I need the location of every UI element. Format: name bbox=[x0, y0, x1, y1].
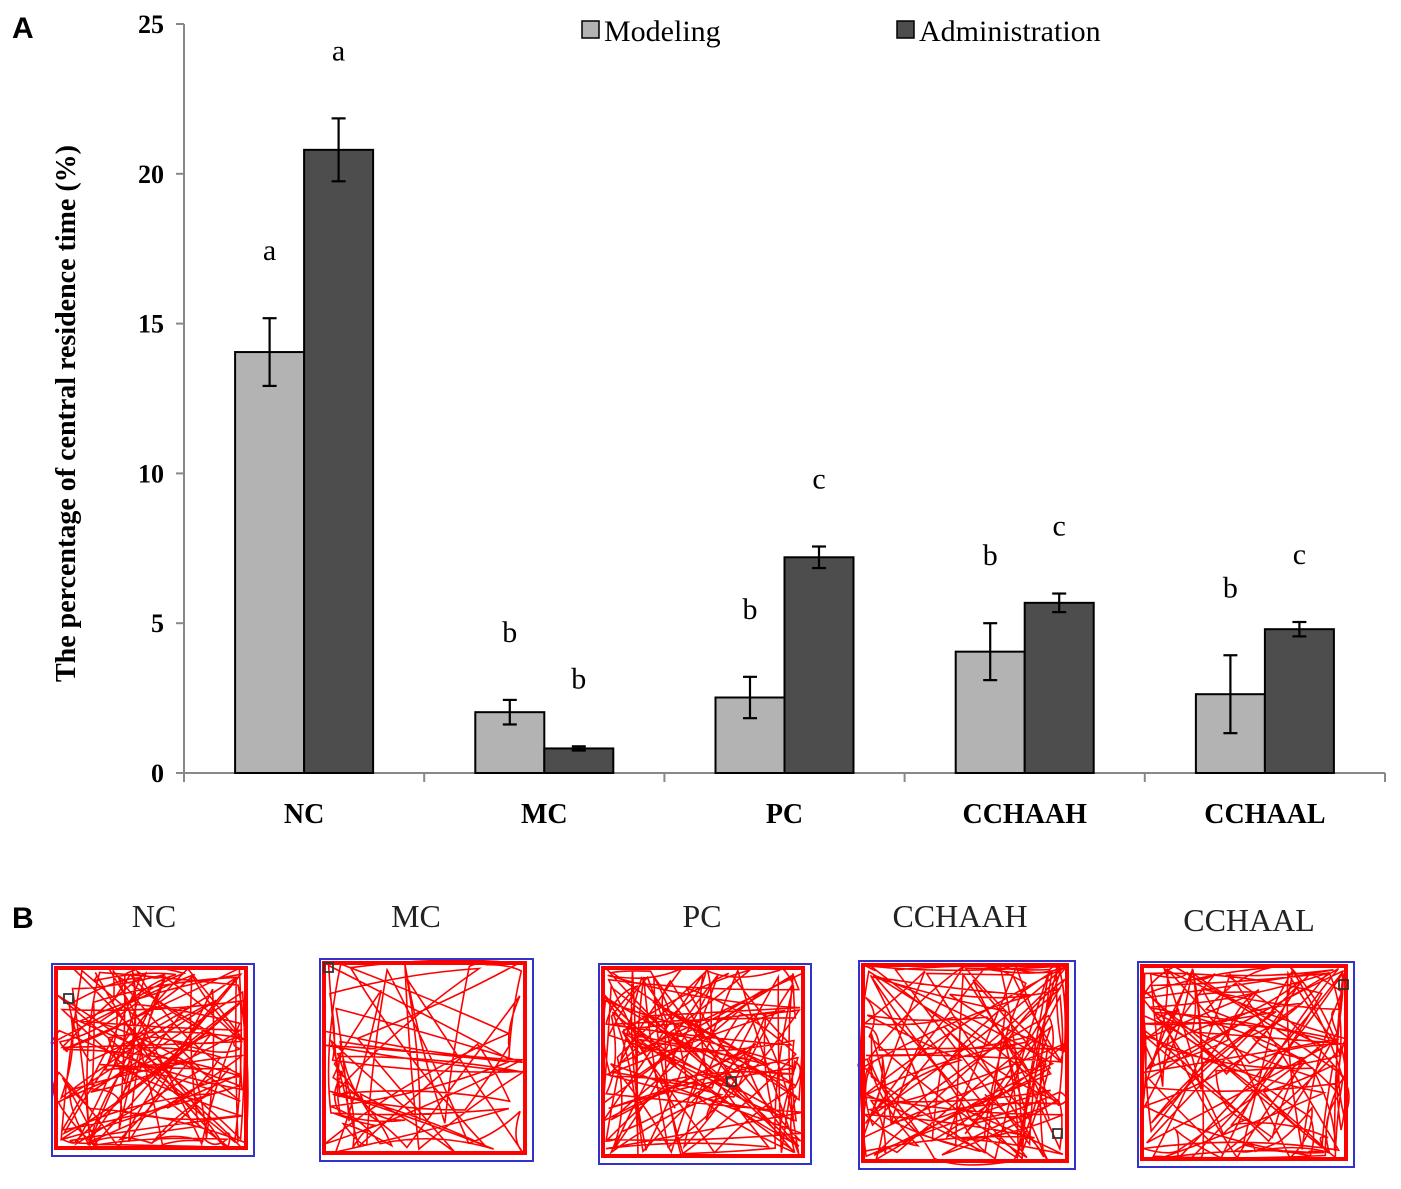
bar-administration-pc bbox=[783, 556, 855, 775]
start-marker bbox=[323, 962, 334, 973]
movement-track-pc bbox=[598, 963, 812, 1165]
track-title-pc: PC bbox=[682, 898, 722, 934]
significance-letter: c bbox=[1293, 538, 1306, 571]
start-marker bbox=[726, 1076, 737, 1087]
track-path bbox=[1140, 965, 1350, 1162]
track-wall-trace bbox=[861, 963, 1069, 1163]
significance-letter: b bbox=[1223, 571, 1238, 604]
significance-letter: a bbox=[332, 34, 345, 67]
arena-border bbox=[51, 963, 255, 1157]
bar-administration-cchaal bbox=[1263, 628, 1335, 775]
significance-letter: b bbox=[983, 539, 998, 572]
x-tick-label: CCHAAL bbox=[1204, 799, 1325, 830]
y-tick-label: 20 bbox=[138, 160, 164, 189]
movement-track-mc bbox=[319, 958, 534, 1162]
start-marker bbox=[1052, 1128, 1063, 1139]
track-path bbox=[857, 963, 1068, 1166]
bar-administration-cchaah bbox=[1023, 601, 1095, 775]
track-wall-trace bbox=[1140, 964, 1348, 1161]
legend-swatch-modeling bbox=[581, 20, 600, 39]
x-tick-label: NC bbox=[284, 799, 324, 830]
movement-track-cchaah bbox=[857, 960, 1076, 1170]
track-title-nc: NC bbox=[131, 898, 177, 934]
track-path bbox=[602, 967, 804, 1157]
track-wall-trace bbox=[54, 966, 248, 1150]
significance-letter: b bbox=[571, 662, 586, 695]
panel-b-label: B bbox=[12, 902, 34, 935]
panel-a-label: A bbox=[12, 12, 34, 45]
track-wall-trace bbox=[601, 966, 805, 1158]
legend-label-administration: Administration bbox=[919, 15, 1101, 48]
significance-letter: b bbox=[743, 593, 758, 626]
start-marker bbox=[63, 993, 74, 1004]
significance-letter: a bbox=[263, 234, 276, 267]
y-axis-label: The percentage of central residence time… bbox=[51, 145, 82, 682]
significance-letter: c bbox=[812, 463, 825, 496]
track-wall-trace bbox=[322, 961, 527, 1155]
x-tick-label: PC bbox=[766, 799, 803, 830]
y-tick-label: 5 bbox=[151, 609, 164, 638]
movement-track-nc bbox=[50, 963, 255, 1157]
bar-chart: 0 5 10 15 20 25 The percentage of central resi… bbox=[51, 10, 1386, 830]
track-title-mc: MC bbox=[391, 898, 441, 934]
bar-administration-nc bbox=[303, 148, 375, 775]
significance-letter: b bbox=[502, 616, 517, 649]
legend-label-modeling: Modeling bbox=[604, 15, 721, 48]
track-title-cchaal: CCHAAL bbox=[1183, 902, 1315, 938]
y-tick-label: 10 bbox=[138, 459, 164, 488]
arena-border bbox=[319, 958, 534, 1162]
track-title-cchaah: CCHAAH bbox=[892, 898, 1028, 934]
track-path bbox=[324, 959, 528, 1154]
x-tick-label: MC bbox=[521, 799, 568, 830]
significance-letter: c bbox=[1053, 510, 1066, 543]
y-tick-label: 15 bbox=[138, 310, 164, 339]
track-path bbox=[50, 966, 249, 1150]
x-tick-label: CCHAAH bbox=[962, 799, 1087, 830]
arena-border bbox=[858, 960, 1076, 1170]
start-marker bbox=[1338, 979, 1349, 990]
movement-track-cchaal bbox=[1137, 961, 1355, 1168]
arena-border bbox=[1137, 961, 1355, 1168]
y-tick-label: 25 bbox=[138, 10, 164, 39]
y-tick-label: 0 bbox=[151, 759, 164, 788]
bar-administration-mc bbox=[543, 747, 615, 774]
legend-swatch-administration bbox=[896, 20, 915, 39]
bar-modeling-nc bbox=[234, 351, 306, 774]
arena-border bbox=[598, 963, 812, 1165]
